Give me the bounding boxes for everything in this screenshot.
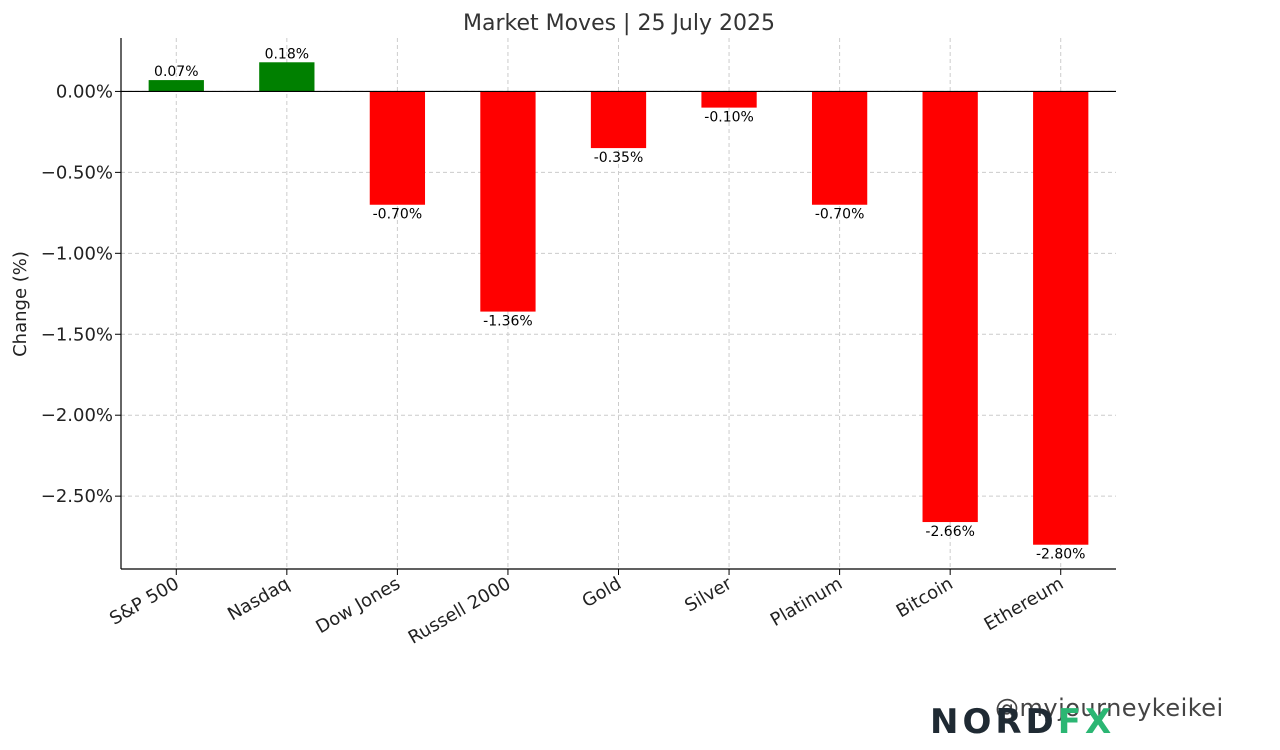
x-tick-label: Bitcoin	[893, 573, 957, 622]
bar-value-label: 0.07%	[154, 64, 198, 80]
bar-value-label: 0.18%	[265, 46, 309, 62]
x-tick-label: Nasdaq	[224, 573, 293, 625]
nordfx-logo: NORDFX	[930, 702, 1115, 742]
bar-value-label: -2.80%	[1036, 547, 1086, 563]
logo-mark: FX	[1057, 702, 1116, 742]
watermark-text: @myjourneykeikei	[995, 694, 1224, 722]
y-tick-label: −0.50%	[41, 162, 113, 183]
bar	[259, 62, 315, 92]
bar-value-label: -0.70%	[373, 207, 423, 223]
x-tick-label: Silver	[681, 573, 736, 617]
bars	[148, 62, 1089, 545]
x-tick-label: Dow Jones	[312, 573, 403, 638]
y-axis-label: Change (%)	[10, 251, 31, 357]
bar	[922, 91, 978, 523]
x-tick-label: Russell 2000	[405, 573, 515, 648]
bar-value-label: -1.36%	[483, 314, 533, 330]
logo-text: NORD	[930, 702, 1058, 742]
y-tick-label: −1.50%	[41, 324, 113, 345]
x-tick-label: S&P 500	[106, 573, 183, 629]
bar	[590, 91, 647, 149]
bar	[148, 80, 204, 92]
x-tick-label: Platinum	[767, 573, 846, 631]
y-tick-label: −2.00%	[41, 405, 113, 426]
y-tick-label: 0.00%	[56, 81, 113, 102]
chart-title: Market Moves | 25 July 2025	[463, 11, 775, 36]
x-tick-label: Ethereum	[981, 573, 1068, 635]
bar-value-label: -2.66%	[925, 524, 975, 540]
bar-value-label: -0.70%	[815, 207, 865, 223]
bar	[811, 91, 868, 205]
y-tick-label: −2.50%	[41, 486, 113, 507]
bar	[701, 91, 757, 108]
bar	[369, 91, 426, 205]
bar-value-labels: 0.07% 0.18% -0.70% -1.36% -0.35% -0.10% -0.70%…	[154, 46, 1085, 562]
y-tick-label: −1.00%	[41, 243, 113, 264]
bar-value-label: -0.35%	[594, 150, 644, 166]
x-tick-label: Gold	[579, 573, 625, 612]
bar	[1033, 91, 1089, 545]
bar	[480, 91, 536, 312]
bar-value-label: -0.10%	[704, 110, 754, 126]
